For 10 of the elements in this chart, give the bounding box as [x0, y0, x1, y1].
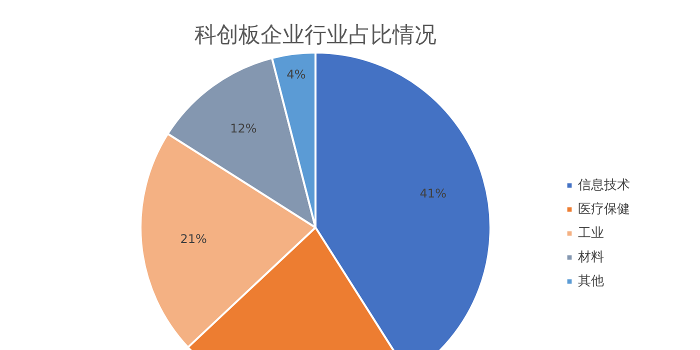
data-label: 4% — [286, 68, 306, 82]
legend-label: 材料 — [578, 249, 604, 266]
data-label: 12% — [230, 121, 257, 136]
legend-label: 信息技术 — [578, 177, 630, 194]
legend-label: 工业 — [578, 225, 604, 242]
legend-label: 医疗保健 — [578, 201, 630, 218]
legend-label: 其他 — [578, 273, 604, 290]
data-label: 21% — [180, 232, 207, 246]
chart-title: 科创板企业行业占比情况 — [194, 23, 436, 48]
data-label: 41% — [420, 186, 446, 200]
